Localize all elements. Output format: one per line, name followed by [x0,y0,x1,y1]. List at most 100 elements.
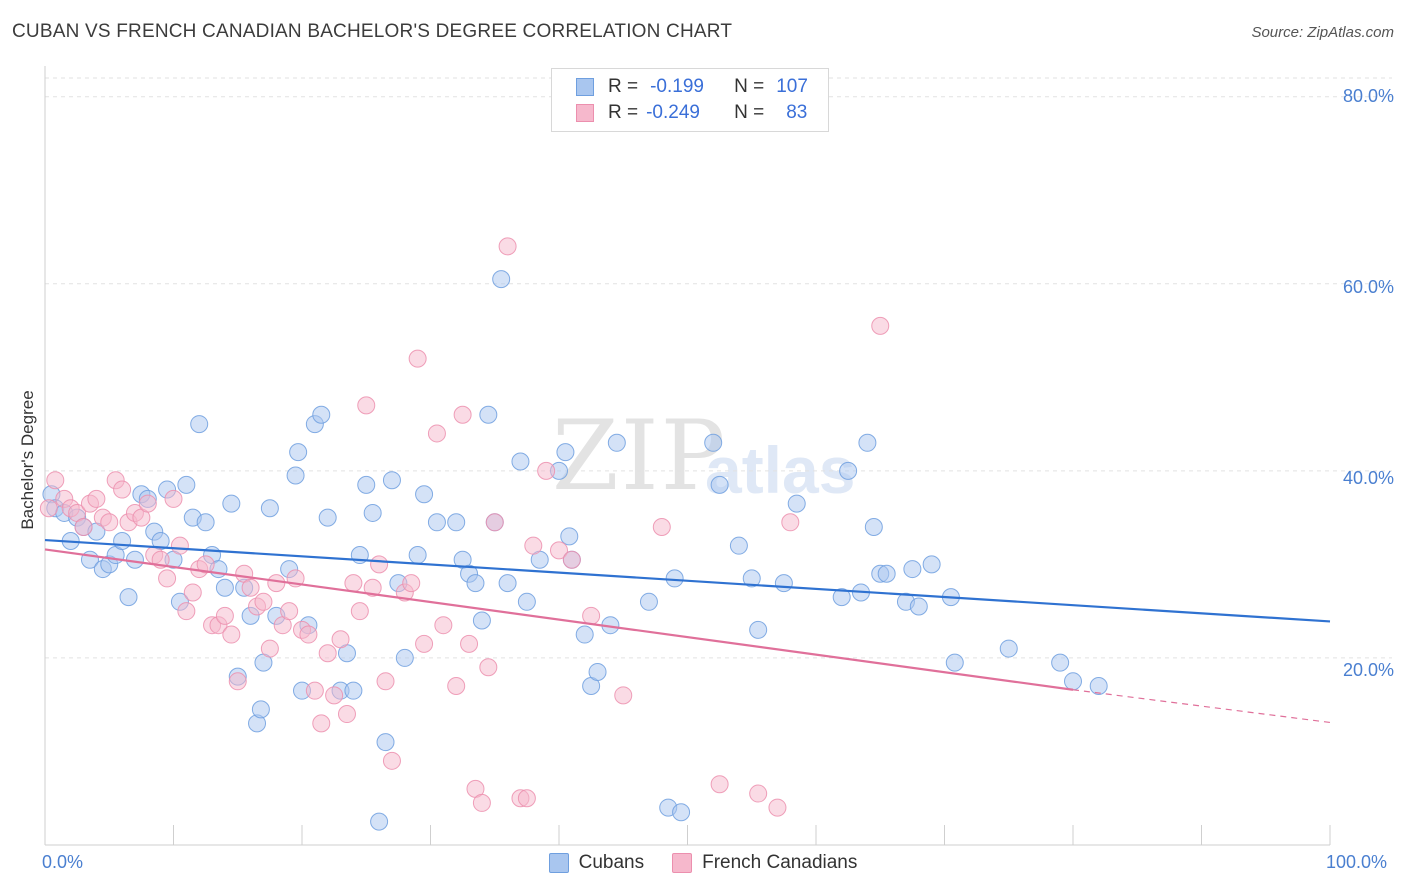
french-canadian-point [749,784,768,803]
french-canadian-point [479,658,498,677]
n-value: 83 [786,102,808,123]
french-canadian-point [376,672,395,691]
cuban-point [1089,676,1108,695]
french-canadian-point [460,634,479,653]
french-canadian-point [582,606,601,625]
cuban-point [492,270,511,289]
n-label: N = [734,102,765,123]
french-canadian-point [331,630,350,649]
cuban-point [839,461,858,480]
y-tick-label: 40.0% [1342,468,1394,488]
fc-square-icon [672,853,693,873]
cuban-point [196,513,215,532]
french-canadian-point [87,489,106,508]
french-canadian-point [241,578,260,597]
cuban-point [665,569,684,588]
cuban-point [395,648,414,667]
r-value: -0.249 [646,102,700,123]
cuban-point [376,733,395,752]
french-canadian-point [781,513,800,532]
source-label: Source: ZipAtlas.com [1251,24,1394,41]
french-canadian-point [408,349,427,368]
fc-swatch-icon [576,104,594,122]
french-canadian-point [363,578,382,597]
french-canadian-point [498,237,517,256]
cuban-point [357,475,376,494]
cuban-point [729,536,748,555]
cuban-point [344,681,363,700]
french-canadian-point [427,424,446,443]
french-canadian-point [517,789,536,808]
legend-label-french-canadians: French Canadians [702,852,858,873]
cuban-point [749,620,768,639]
cuban-point [113,532,132,551]
chart-title: CUBAN VS FRENCH CANADIAN BACHELOR'S DEGR… [12,21,733,42]
french-canadian-point [337,705,356,724]
cuban-point [903,560,922,579]
cuban-point [858,433,877,452]
french-canadian-point [215,606,234,625]
cuban-point [215,578,234,597]
cuban-point [999,639,1018,658]
french-canadian-point [370,555,389,574]
cuban-point [787,494,806,513]
french-canadian-point [164,489,183,508]
r-label: R = [608,102,639,123]
cuban-point [260,499,279,518]
french-canadian-point [46,471,65,490]
french-canadian-point [299,625,318,644]
french-canadian-point [305,681,324,700]
cuban-point [447,513,466,532]
cuban-point [832,588,851,607]
cuban-point [556,443,575,462]
french-canadian-point [710,775,729,794]
french-canadians-trend-extension [1072,689,1331,724]
french-canadian-point [447,676,466,695]
french-canadian-point [357,396,376,415]
cuban-point [363,503,382,522]
cuban-point [560,527,579,546]
french-canadian-point [196,555,215,574]
french-canadian-point [871,316,890,335]
cuban-point [466,574,485,593]
french-canadian-point [550,541,568,560]
french-canadian-point [768,798,787,817]
cuban-point [909,597,928,616]
french-canadian-point [344,574,363,593]
cuban-point [639,592,658,611]
french-canadian-point [267,574,286,593]
cuban-point [607,433,626,452]
french-canadian-point [402,574,421,593]
cuban-point [672,803,691,822]
legend-row-cubans: R = -0.199 N = 107 [576,75,808,99]
cuban-point [710,475,729,494]
french-canadian-point [325,686,344,705]
french-canadian-point [260,639,279,658]
french-canadian-point [614,686,633,705]
cubans-trend-line [44,538,1331,623]
french-canadian-point [312,714,331,733]
cuban-point [190,415,209,434]
x-tick-label-min: 0.0% [42,852,84,872]
cuban-point [704,433,723,452]
cuban-point [251,700,270,719]
french-canadian-point [434,616,453,635]
legend-row-french-canadians: R = -0.249 N = 83 [576,101,807,125]
x-tick-label-max: 100.0% [1326,852,1388,872]
french-canadians-trend-line [44,548,1074,691]
french-canadian-point [170,536,189,555]
french-canadian-point [222,625,241,644]
cuban-point [222,494,241,513]
cuban-point [318,508,337,527]
french-canadian-point [280,602,299,621]
n-label: N = [734,76,765,97]
cuban-point [408,546,427,565]
cuban-point [479,405,498,424]
cuban-point [945,653,964,672]
french-canadian-point [652,517,671,536]
r-label: R = [608,76,639,97]
french-canadian-point [39,499,58,518]
cuban-point [922,555,941,574]
cuban-point [1051,653,1070,672]
